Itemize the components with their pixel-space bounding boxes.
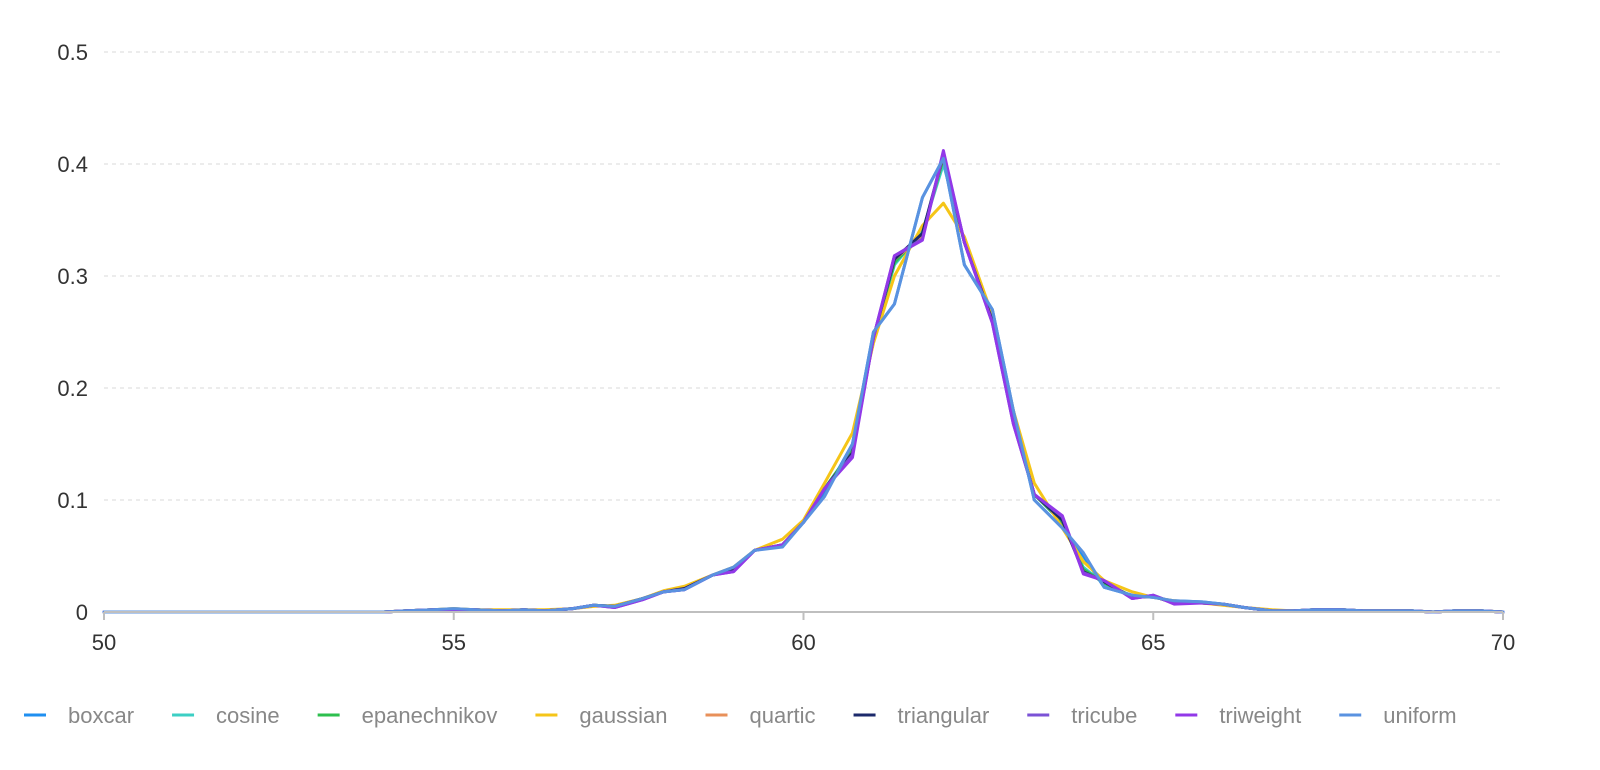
legend-item-triangular[interactable]: triangular	[853, 703, 990, 728]
legend-item-gaussian[interactable]: gaussian	[535, 703, 668, 728]
legend-label: boxcar	[68, 703, 134, 728]
series-line-boxcar	[102, 156, 1505, 614]
x-tick-label: 60	[791, 630, 815, 655]
series-lines	[102, 149, 1505, 614]
x-tick-label: 70	[1491, 630, 1515, 655]
legend-label: quartic	[750, 703, 816, 728]
legend-label: triangular	[898, 703, 990, 728]
y-tick-label: 0	[76, 600, 88, 625]
series-line-quartic	[102, 153, 1505, 614]
legend-label: cosine	[216, 703, 280, 728]
series-line-tricube	[102, 151, 1505, 614]
legend-label: uniform	[1383, 703, 1456, 728]
series-line-gaussian	[102, 201, 1505, 614]
y-tick-label: 0.1	[57, 488, 88, 513]
legend-item-quartic[interactable]: quartic	[705, 703, 816, 728]
x-axis-tick-labels: 50 55 60 65 70	[92, 612, 1515, 655]
legend: boxcar cosine epanechnikov gaussian quartic t…	[24, 703, 1457, 728]
x-tick-label: 50	[92, 630, 116, 655]
x-tick-label: 55	[442, 630, 466, 655]
legend-item-tricube[interactable]: tricube	[1027, 703, 1137, 728]
y-tick-label: 0.4	[57, 152, 88, 177]
legend-label: epanechnikov	[362, 703, 498, 728]
legend-label: gaussian	[579, 703, 667, 728]
legend-label: triweight	[1219, 703, 1301, 728]
legend-label: tricube	[1071, 703, 1137, 728]
grid-lines	[104, 51, 1503, 501]
legend-item-epanechnikov[interactable]: epanechnikov	[317, 703, 498, 728]
y-tick-label: 0.5	[57, 40, 88, 65]
x-tick-label: 65	[1141, 630, 1165, 655]
legend-item-triweight[interactable]: triweight	[1175, 703, 1301, 728]
legend-item-cosine[interactable]: cosine	[172, 703, 280, 728]
series-line-uniform	[102, 156, 1505, 614]
legend-item-uniform[interactable]: uniform	[1339, 703, 1457, 728]
y-tick-label: 0.2	[57, 376, 88, 401]
series-line-triweight	[102, 149, 1505, 614]
series-line-triangular	[102, 153, 1505, 614]
y-axis-tick-labels: 0 0.1 0.2 0.3 0.4 0.5	[57, 40, 88, 625]
y-tick-label: 0.3	[57, 264, 88, 289]
series-line-epanechnikov	[102, 156, 1505, 614]
legend-item-boxcar[interactable]: boxcar	[24, 703, 134, 728]
